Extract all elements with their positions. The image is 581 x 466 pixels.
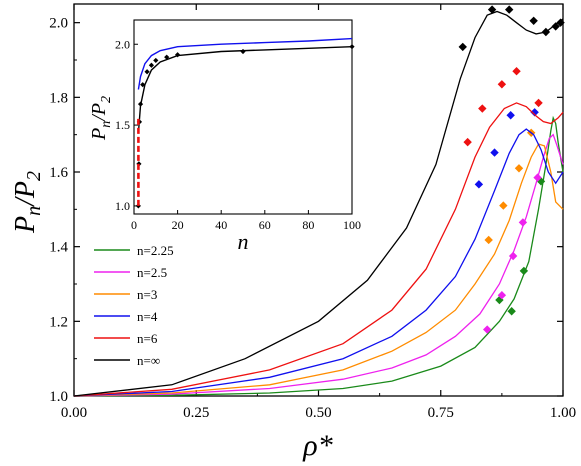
y-tick-label: 2.0 <box>49 16 68 32</box>
data-point-marker <box>534 98 543 108</box>
inset-y-tick-label: 1.0 <box>115 199 130 213</box>
inset-y-axis-label: Pn/P2 <box>88 96 114 141</box>
data-point-marker <box>497 80 507 89</box>
inset-y-tick-label: 2.0 <box>115 37 130 51</box>
data-point-marker <box>497 291 507 300</box>
inset-data-point-marker <box>153 57 159 64</box>
data-point-marker <box>506 111 515 120</box>
data-point-marker <box>533 173 542 182</box>
series-line-3 <box>73 128 564 397</box>
data-point-marker <box>551 22 560 31</box>
data-point-marker <box>541 27 551 37</box>
inset-data-point-marker <box>240 48 246 55</box>
data-point-marker <box>514 164 524 173</box>
y-tick-label: 1.4 <box>49 240 68 256</box>
legend-label: n=3 <box>137 287 157 302</box>
data-point-marker <box>499 201 508 210</box>
legend-label: n=∞ <box>137 353 160 368</box>
legend-label: n=2.25 <box>137 243 174 258</box>
data-point-marker <box>484 235 493 245</box>
series-line-0 <box>73 115 564 397</box>
inset-series-line-1 <box>137 46 353 134</box>
series-line-5 <box>73 10 564 397</box>
y-tick-label: 1.6 <box>49 165 68 181</box>
inset-axis-ticks: 0 20 40 60 80 100 1.0 1.5 2.0 <box>115 37 361 232</box>
inset-data-point-marker <box>164 54 170 60</box>
data-point-marker <box>507 307 516 316</box>
inset-x-tick-label: 100 <box>343 218 361 232</box>
data-point-marker <box>519 266 529 276</box>
data-point-marker <box>556 18 565 27</box>
data-point-marker <box>529 16 538 25</box>
data-point-marker <box>474 180 484 189</box>
y-tick-label: 1.0 <box>49 389 68 405</box>
data-point-marker <box>487 5 497 14</box>
series-line-4 <box>73 102 564 397</box>
data-point-marker <box>463 137 472 147</box>
legend-label: n=4 <box>137 309 158 324</box>
data-point-marker <box>505 5 514 14</box>
inset-x-tick-label: 0 <box>131 218 137 232</box>
y-axis-label: Pn/P2 <box>10 171 45 234</box>
inset-data-point-marker <box>137 101 144 107</box>
inset-x-tick-label: 40 <box>215 218 227 232</box>
legend: n=2.25 n=2.5 n=3 n=4 n=6 n=∞ <box>94 243 174 368</box>
data-point-marker <box>518 218 528 227</box>
inset-data-point-marker <box>349 44 355 50</box>
y-tick-label: 1.2 <box>49 314 68 330</box>
data-point-marker <box>478 104 487 113</box>
main-axis-ticks: 0.00 0.25 0.50 0.75 1.001.01.21.41.61.82.0 <box>49 4 576 421</box>
data-point-marker <box>508 251 518 261</box>
inset-x-tick-label: 60 <box>259 218 271 232</box>
x-tick-label: 0.00 <box>61 405 87 421</box>
main-series-group <box>73 5 565 397</box>
series-line-1 <box>73 133 564 397</box>
legend-label: n=6 <box>137 331 158 346</box>
inset-y-tick-label: 1.5 <box>115 118 130 132</box>
inset-data-point-marker <box>140 82 146 88</box>
inset-plot: 0 20 40 60 80 100 1.0 1.5 2.0 n Pn/P2 <box>88 19 361 254</box>
y-tick-label: 1.8 <box>49 90 68 106</box>
inset-series-line-0 <box>137 37 353 90</box>
inset-x-tick-label: 20 <box>172 218 184 232</box>
x-tick-label: 0.50 <box>305 405 331 421</box>
x-tick-label: 1.00 <box>550 405 576 421</box>
main-plot: 0.00 0.25 0.50 0.75 1.001.01.21.41.61.82.0 ρ… <box>10 3 576 462</box>
data-point-marker <box>483 325 492 334</box>
inset-data-point-marker <box>175 52 181 58</box>
inset-data-point-marker <box>144 69 150 75</box>
data-point-marker <box>490 148 499 157</box>
legend-label: n=2.5 <box>137 265 167 280</box>
data-point-marker <box>458 42 467 52</box>
inset-x-tick-label: 80 <box>302 218 314 232</box>
series-line-2 <box>73 143 564 397</box>
x-tick-label: 0.25 <box>183 405 209 421</box>
inset-x-axis-label: n <box>238 229 249 254</box>
inset-series-group <box>135 37 355 209</box>
x-tick-label: 0.75 <box>428 405 454 421</box>
data-point-marker <box>512 67 521 76</box>
inset-data-point-marker <box>148 62 155 68</box>
x-axis-label: ρ* <box>302 429 332 462</box>
data-point-marker <box>530 108 539 117</box>
